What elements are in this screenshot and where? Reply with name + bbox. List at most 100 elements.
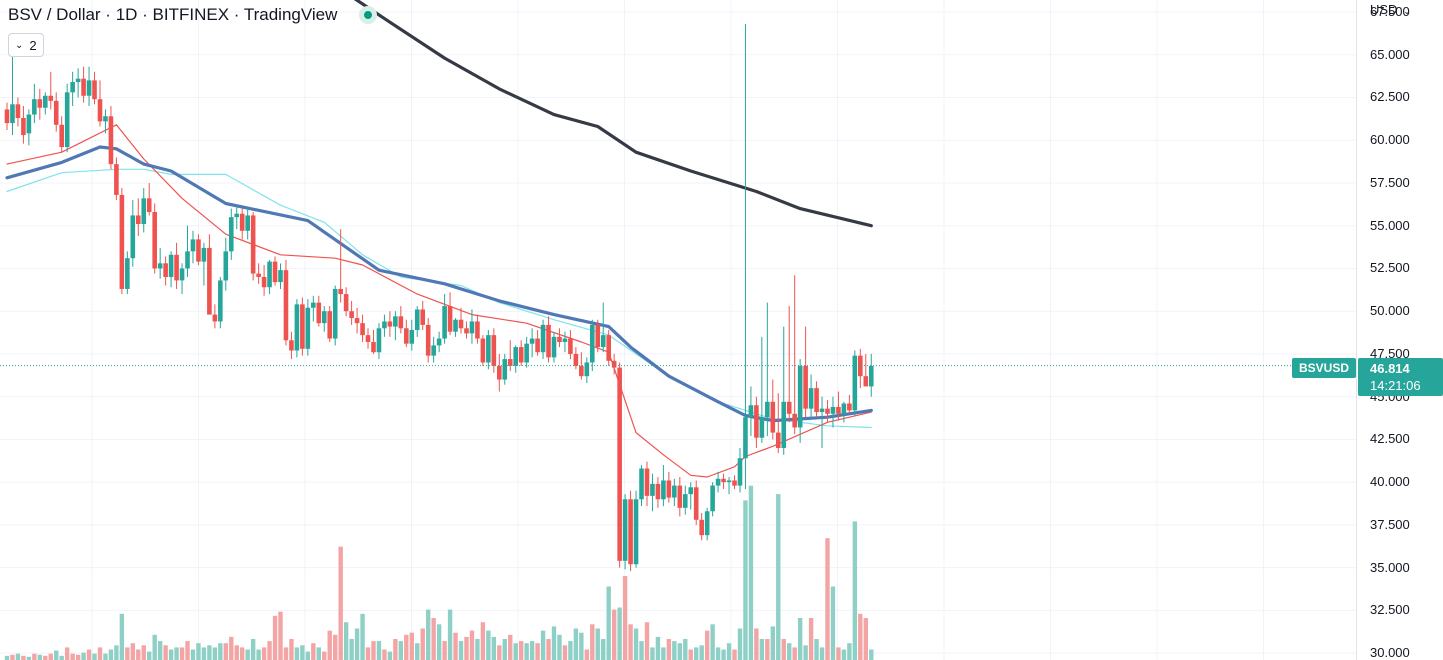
volume-bar (54, 650, 59, 660)
candle-body (321, 311, 327, 324)
candle-body (529, 338, 535, 344)
grid-lines (0, 0, 1357, 660)
candle-body (86, 80, 92, 96)
volume-bar (349, 639, 354, 660)
volume-bar (92, 653, 97, 660)
volume-bar (64, 647, 70, 660)
volume-bar (125, 647, 130, 660)
bar-countdown: 14:21:06 (1370, 378, 1421, 393)
volume-bar (382, 649, 387, 660)
candle-body (425, 324, 431, 356)
volume-bar (398, 641, 404, 660)
price-tick-label: 47.500 (1370, 345, 1410, 361)
candle-body (289, 340, 294, 351)
candle-body (551, 336, 557, 358)
candle-body (305, 307, 311, 349)
candle-body (475, 321, 480, 339)
volume-bar (43, 655, 48, 660)
candle-body (830, 406, 836, 414)
volume-bar (683, 639, 688, 660)
volume-bar (633, 628, 639, 660)
volume-bar (830, 586, 836, 660)
volume-bar (661, 647, 666, 660)
candle-body (579, 365, 584, 377)
volume-bar (847, 643, 852, 660)
volume-bar (453, 632, 458, 660)
volume-bar (59, 655, 64, 660)
volume-bar (185, 641, 190, 660)
volume-bar (420, 628, 425, 660)
volume-bar (770, 626, 775, 660)
candle-body (245, 215, 250, 231)
candle-body (710, 485, 715, 512)
candle-body (10, 104, 15, 124)
candle-body (81, 78, 86, 96)
indicators-toggle-button[interactable]: ⌄ 2 (8, 33, 44, 57)
chart-header: BSV / Dollar · 1D · BITFINEX · TradingVi… (8, 4, 378, 26)
candle-body (4, 109, 10, 124)
volume-bar (644, 622, 650, 660)
candle-body (650, 483, 655, 496)
volume-bar (715, 647, 721, 660)
moving-average-red (6, 124, 872, 478)
candle-body (480, 338, 486, 363)
volume-bar (694, 647, 699, 660)
volume-bar (688, 649, 693, 660)
volume-bar (371, 641, 376, 660)
candle-body (256, 273, 261, 277)
candle-body (808, 388, 814, 409)
volume-bar (81, 652, 86, 660)
candle-body (464, 328, 469, 334)
candle-body (704, 511, 710, 536)
candle-body (469, 321, 475, 334)
candle-body (825, 408, 830, 414)
candle-body (431, 345, 436, 356)
candle-body (190, 239, 196, 252)
candle-body (858, 355, 863, 377)
volume-bar (4, 655, 10, 660)
chevron-down-icon: ⌄ (1403, 6, 1411, 16)
volume-bar (229, 636, 234, 660)
volume-bar (513, 643, 518, 660)
volume-bar (365, 647, 371, 660)
volume-bar (272, 615, 278, 660)
volume-bar (803, 645, 808, 660)
candle-body (409, 330, 415, 344)
volume-bar (743, 500, 748, 660)
candle-body (37, 99, 43, 108)
volume-bar (354, 628, 360, 660)
candle-body (332, 288, 338, 339)
candle-body (540, 324, 546, 353)
candle-body (272, 261, 278, 283)
candle-body (64, 92, 70, 148)
volume-bar (814, 639, 819, 660)
currency-selector[interactable]: USD ⌄ (1370, 2, 1411, 17)
candle-body (59, 124, 64, 148)
volume-bar (639, 641, 644, 660)
candle-body (32, 99, 37, 115)
candle-body (92, 80, 97, 100)
candle-body (786, 401, 792, 414)
candle-body (502, 359, 508, 380)
volume-bar (606, 586, 611, 660)
volume-bar (754, 628, 759, 660)
last-price-value: 46.814 (1370, 361, 1410, 376)
candle-body (15, 104, 21, 118)
candle-body (863, 376, 869, 387)
candle-body (130, 215, 136, 259)
candle-body (21, 117, 26, 136)
candle-body (836, 406, 841, 414)
candle-body (803, 365, 808, 409)
candle-body (606, 335, 611, 361)
volume-bar (497, 645, 502, 660)
candle-body (294, 304, 300, 351)
candle-body (595, 324, 601, 348)
volume-bar (338, 546, 343, 660)
candle-body (770, 401, 776, 433)
candle-body (562, 338, 568, 342)
candle-body (371, 341, 376, 353)
candle-body (179, 268, 185, 281)
volume-bar (584, 649, 590, 660)
candle-body (338, 288, 343, 295)
